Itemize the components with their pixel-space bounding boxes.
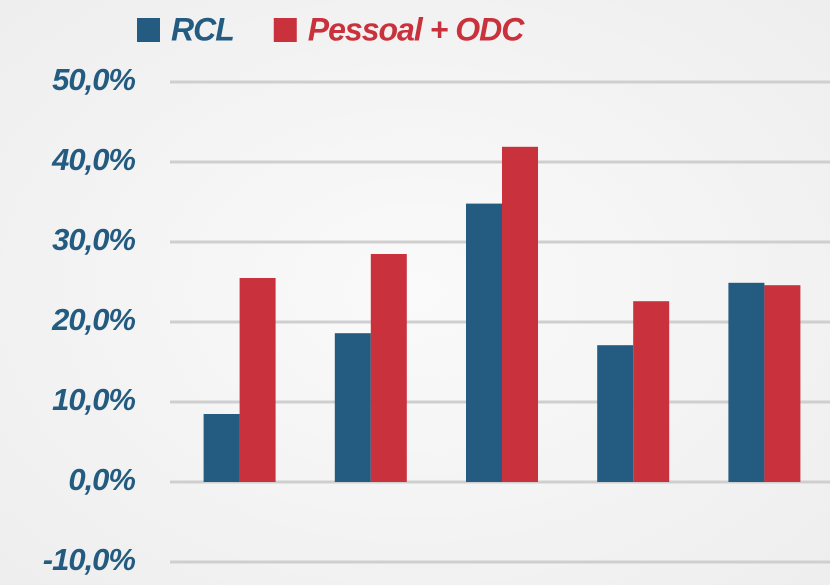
y-tick-label: 10,0%	[52, 382, 135, 417]
bar	[764, 285, 801, 482]
legend-label: Pessoal + ODC	[308, 11, 525, 47]
y-tick-label: 0,0%	[68, 462, 135, 497]
bar	[334, 333, 371, 482]
y-tick-label: 30,0%	[52, 222, 135, 257]
bar	[239, 278, 276, 482]
y-tick-label: 20,0%	[51, 302, 135, 337]
bar	[597, 345, 634, 482]
legend-label: RCL	[171, 11, 234, 47]
bar	[466, 203, 502, 482]
bar	[370, 254, 407, 482]
legend-swatch	[273, 18, 297, 42]
legend-swatch	[137, 18, 160, 42]
bar	[633, 301, 670, 482]
y-tick-label: 50,0%	[52, 62, 135, 97]
y-tick-label: -10,0%	[43, 542, 136, 577]
y-tick-label: 40,0%	[51, 142, 135, 177]
bar	[203, 414, 240, 482]
bar	[728, 282, 765, 482]
bar	[502, 146, 538, 483]
